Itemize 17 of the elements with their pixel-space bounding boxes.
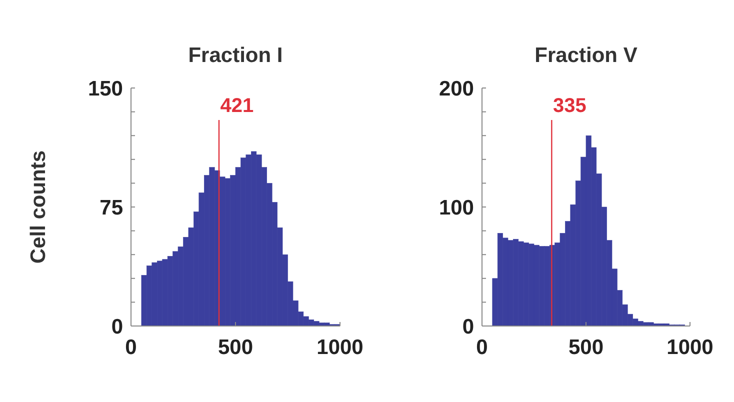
y-tick-label: 150 <box>88 77 123 100</box>
y-tick-label: 0 <box>462 315 474 338</box>
y-tick-label: 200 <box>438 77 474 100</box>
chart-title: Fraction V <box>534 44 638 67</box>
chart-title: Fraction I <box>188 44 283 67</box>
y-tick-label: 100 <box>438 196 474 220</box>
x-tick-label: 1000 <box>666 336 714 359</box>
y-axis-title: Cell counts <box>27 150 50 264</box>
x-tick-label: 0 <box>125 336 137 359</box>
y-tick-label: 0 <box>111 315 123 338</box>
y-tick-label: 75 <box>100 196 124 220</box>
x-tick-label: 500 <box>568 336 604 359</box>
ref-line-label: 335 <box>552 95 586 117</box>
ref-line-label: 421 <box>220 95 254 117</box>
x-tick-label: 0 <box>476 336 488 359</box>
x-tick-label: 1000 <box>316 336 364 359</box>
x-tick-label: 500 <box>218 336 254 359</box>
